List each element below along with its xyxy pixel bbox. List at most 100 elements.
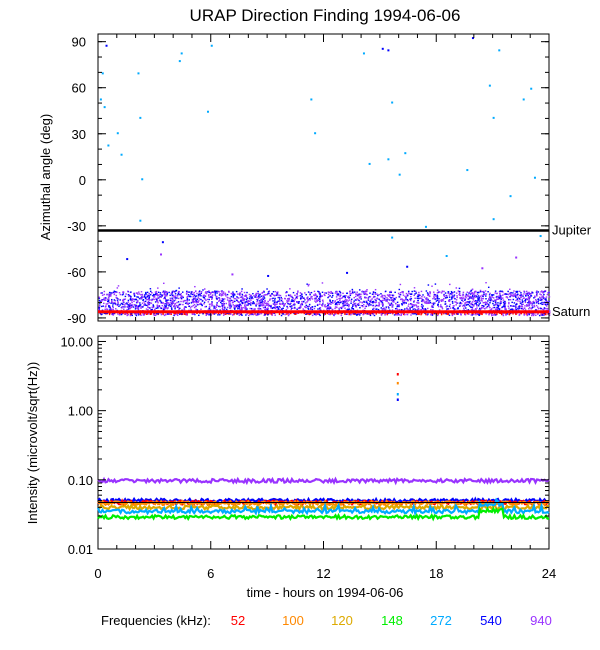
data-point-540 (167, 313, 169, 315)
data-point-940 (405, 292, 408, 295)
data-point-540 (466, 303, 468, 306)
data-point-940 (471, 301, 474, 303)
data-point-940 (137, 309, 140, 311)
data-point-940 (518, 294, 521, 297)
data-point-940 (106, 303, 109, 305)
data-point-940 (123, 308, 125, 310)
data-point-940 (272, 312, 274, 315)
data-point-540 (543, 307, 546, 309)
data-point-540 (422, 307, 424, 310)
data-point-940 (314, 294, 316, 297)
data-point-540 (413, 290, 416, 292)
data-point-52 (396, 312, 398, 315)
y-tick-label: 30 (72, 127, 86, 142)
data-point-540 (365, 305, 368, 308)
data-point-940 (323, 293, 326, 296)
data-point-940 (166, 291, 169, 293)
data-point-940 (528, 302, 531, 305)
data-point-940 (238, 301, 240, 303)
data-point-52 (417, 312, 419, 315)
data-point-940 (238, 312, 241, 315)
data-point-540 (146, 291, 149, 294)
data-point-540 (364, 293, 366, 295)
data-point-940 (160, 296, 162, 298)
data-point-540 (188, 291, 190, 293)
data-point-940 (469, 296, 471, 298)
data-point-940 (422, 299, 425, 302)
data-point-940 (275, 292, 278, 294)
data-point-540 (152, 304, 154, 306)
data-point-940 (432, 309, 434, 311)
data-point-940 (353, 296, 355, 299)
data-point-52 (271, 313, 273, 316)
data-point-52 (420, 312, 423, 315)
azimuth-y-axis-label: Azimuthal angle (deg) (38, 114, 53, 240)
data-point-940 (526, 305, 528, 307)
data-point-940 (208, 296, 210, 298)
data-point-540 (205, 305, 207, 308)
data-point-540 (532, 306, 534, 308)
data-point-540 (500, 298, 502, 301)
data-point-540 (540, 298, 543, 301)
data-point-540 (515, 309, 518, 311)
data-point-540 (465, 304, 468, 306)
data-point-940 (118, 292, 121, 294)
data-point-540 (516, 303, 518, 305)
data-point-540 (170, 307, 173, 309)
data-point-540 (190, 302, 193, 304)
data-point-540 (134, 306, 137, 308)
data-point-940 (241, 298, 244, 300)
data-point-540 (402, 302, 404, 304)
data-point-540 (236, 296, 238, 298)
data-point-940 (462, 295, 464, 297)
data-point-540 (130, 299, 132, 301)
data-point-540 (144, 292, 147, 295)
data-point-52 (416, 312, 419, 315)
data-point-540 (143, 295, 146, 298)
data-point-940 (324, 306, 327, 308)
data-point-540 (246, 308, 248, 310)
data-point-540 (436, 295, 439, 298)
data-point-940 (101, 299, 103, 301)
data-point-540 (351, 305, 354, 308)
data-point-940 (233, 305, 236, 307)
data-point-940 (147, 298, 150, 301)
data-point-940 (540, 291, 542, 293)
data-point-272 (539, 235, 542, 238)
data-point-940 (315, 296, 318, 299)
data-point-940 (423, 296, 426, 298)
data-point-940 (155, 290, 158, 293)
data-point-540 (336, 301, 338, 304)
data-point-540 (101, 292, 103, 294)
data-point-940 (548, 311, 551, 314)
data-point-940 (502, 297, 504, 299)
data-point-52 (249, 312, 251, 315)
data-point-272 (141, 178, 144, 181)
data-point-540 (306, 283, 308, 285)
data-point-940 (226, 306, 229, 309)
data-point-540 (142, 298, 145, 301)
legend-items: 52 100 120 148 272 540 940 (231, 613, 552, 628)
data-point-940 (112, 306, 114, 309)
data-point-940 (262, 300, 264, 303)
data-point-940 (233, 293, 236, 295)
data-point-540 (236, 313, 239, 315)
data-point-540 (208, 307, 210, 310)
data-point-540 (501, 306, 504, 308)
data-point-940 (202, 294, 205, 297)
data-point-940 (364, 291, 366, 293)
data-point-940 (527, 292, 530, 294)
data-point-940 (481, 294, 483, 297)
data-point-540 (190, 309, 192, 311)
data-point-540 (433, 302, 435, 304)
data-point-540 (499, 302, 501, 304)
data-point-540 (405, 297, 407, 299)
data-point-940 (174, 295, 177, 297)
data-point-540 (507, 290, 509, 293)
data-point-940 (246, 296, 248, 299)
data-point-940 (334, 301, 336, 303)
data-point-940 (511, 295, 514, 297)
data-point-940 (148, 292, 150, 295)
data-point-540 (351, 307, 353, 310)
data-point-940 (431, 285, 433, 287)
